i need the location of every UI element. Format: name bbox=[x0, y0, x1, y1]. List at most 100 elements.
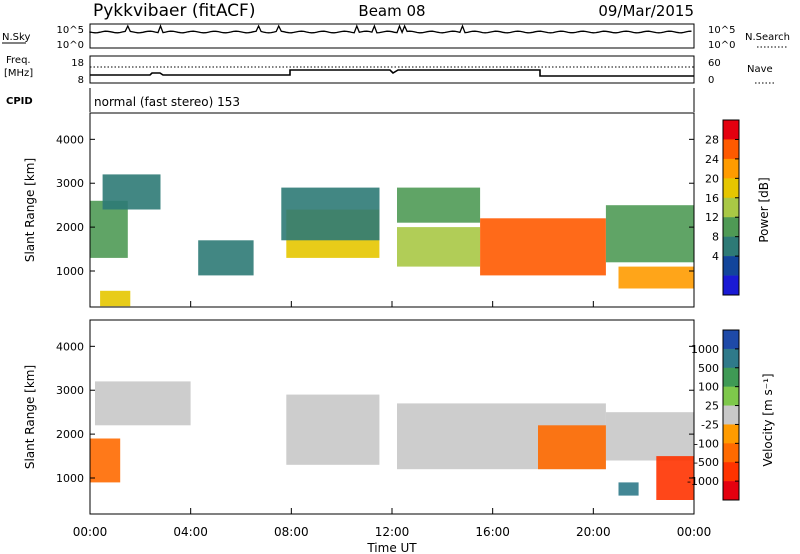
colorbar-tick-label: 20 bbox=[705, 172, 719, 185]
frequency-panel-frame bbox=[89, 55, 695, 84]
station-title: Pykkvibaer (fitACF) bbox=[93, 1, 255, 21]
colorbar-tick-label: -100 bbox=[694, 437, 719, 450]
time-x-axis: 00:00 04:00 08:00 12:00 16:00 20:00 00:00 bbox=[73, 301, 712, 539]
power-region-10 bbox=[618, 266, 694, 289]
colorbar-swatch bbox=[723, 330, 739, 350]
noise-search-label: N.Search bbox=[745, 32, 790, 43]
colorbar-tick-label: 24 bbox=[705, 153, 719, 166]
colorbar-tick-label: 25 bbox=[705, 400, 719, 413]
colorbar-tick-label: 100 bbox=[698, 381, 719, 394]
beam-title: Beam 08 bbox=[358, 2, 425, 20]
velocity-region-3 bbox=[605, 412, 694, 461]
colorbar-tick-label: 8 bbox=[712, 231, 719, 244]
cpid-label: CPID bbox=[6, 96, 33, 107]
colorbar-swatch bbox=[723, 197, 739, 218]
velocity-colorbar-label: Velocity [m s⁻¹] bbox=[761, 373, 775, 466]
nave-label: Nave bbox=[747, 64, 773, 75]
y-tick-label: 2000 bbox=[56, 221, 84, 234]
y-tick-label: 3000 bbox=[56, 177, 84, 190]
date-title: 09/Mar/2015 bbox=[598, 2, 694, 20]
colorbar-tick-label: 28 bbox=[705, 133, 719, 146]
colorbar-swatch bbox=[723, 405, 739, 425]
noise-panel: N.Sky 10^5 10^0 10^5 10^0 N.Search bbox=[2, 23, 790, 51]
colorbar-swatch bbox=[723, 275, 739, 296]
colorbar-swatch bbox=[723, 256, 739, 276]
y-tick-label: 3000 bbox=[56, 384, 84, 397]
noise-panel-frame bbox=[89, 23, 695, 49]
y-tick-label: 2000 bbox=[56, 428, 84, 441]
colorbar-swatch bbox=[723, 481, 739, 501]
colorbar-swatch bbox=[723, 424, 739, 444]
velocity-data bbox=[90, 381, 695, 500]
x-tick-label: 00:00 bbox=[677, 525, 712, 539]
colorbar-frame bbox=[722, 329, 740, 501]
colorbar-swatch bbox=[723, 367, 739, 387]
noise-left-tick-top: 10^5 bbox=[57, 25, 84, 36]
colorbar-swatch bbox=[723, 386, 739, 406]
power-region-6 bbox=[397, 227, 481, 267]
power-region-2 bbox=[100, 290, 131, 307]
cpid-panel: CPID normal (fast stereo) 153 bbox=[6, 88, 695, 112]
velocity-colorbar: 1000 500 100 25 -25 -100 -500 -1000 bbox=[687, 329, 740, 501]
power-panel-frame bbox=[89, 112, 695, 308]
power-region-9 bbox=[605, 205, 694, 263]
freq-tick-bottom: 8 bbox=[78, 75, 84, 86]
nave-tick-top: 60 bbox=[708, 58, 721, 69]
power-y-label: Slant Range [km] bbox=[23, 158, 37, 262]
x-tick-label: 12:00 bbox=[375, 525, 410, 539]
colorbar-swatch bbox=[723, 348, 739, 369]
colorbar-frame bbox=[722, 119, 740, 296]
colorbar-swatch bbox=[723, 443, 739, 463]
noise-right-tick-top: 10^5 bbox=[708, 25, 735, 36]
cpid-text: normal (fast stereo) 153 bbox=[94, 95, 240, 109]
velocity-region-1 bbox=[286, 394, 380, 465]
power-y-axis: 1000 2000 3000 4000 bbox=[56, 133, 694, 278]
x-axis-label: Time UT bbox=[366, 541, 417, 554]
colorbar-tick-label: -25 bbox=[701, 418, 719, 431]
x-tick-label: 00:00 bbox=[73, 525, 108, 539]
noise-sky-label: N.Sky bbox=[2, 32, 30, 43]
velocity-region-4 bbox=[90, 438, 121, 483]
velocity-y-axis: 1000 2000 3000 4000 bbox=[56, 340, 694, 485]
velocity-region-6 bbox=[618, 482, 639, 496]
power-region-0 bbox=[90, 200, 128, 258]
noise-sky-trace bbox=[89, 24, 692, 35]
x-tick-label: 04:00 bbox=[173, 525, 208, 539]
colorbar-tick-label: 16 bbox=[705, 192, 719, 205]
colorbar-tick-label: -1000 bbox=[687, 475, 719, 488]
colorbar-tick-label: 1000 bbox=[691, 343, 719, 356]
freq-label-1: Freq. bbox=[6, 55, 31, 66]
power-region-5 bbox=[281, 187, 380, 241]
nave-tick-bottom: 0 bbox=[708, 75, 714, 86]
velocity-region-7 bbox=[656, 456, 695, 500]
noise-left-tick-bottom: 10^0 bbox=[57, 40, 84, 51]
colorbar-swatch bbox=[723, 158, 739, 179]
colorbar-swatch bbox=[723, 178, 739, 199]
freq-label-2: [MHz] bbox=[4, 68, 33, 79]
power-region-3 bbox=[198, 240, 254, 276]
freq-tick-top: 18 bbox=[71, 58, 84, 69]
frequency-panel: Freq. [MHz] 18 8 60 0 Nave bbox=[4, 55, 775, 86]
y-tick-label: 1000 bbox=[56, 472, 84, 485]
velocity-region-0 bbox=[95, 381, 191, 426]
power-data bbox=[90, 174, 694, 307]
colorbar-swatch bbox=[723, 236, 739, 257]
power-region-1 bbox=[102, 174, 161, 210]
colorbar-tick-label: 500 bbox=[698, 362, 719, 375]
y-tick-label: 4000 bbox=[56, 133, 84, 146]
velocity-panel: 1000 2000 3000 4000 Slant Range [km] bbox=[23, 319, 695, 515]
x-tick-label: 08:00 bbox=[274, 525, 309, 539]
power-region-8 bbox=[480, 218, 606, 276]
velocity-region-5 bbox=[538, 425, 606, 470]
colorbar-swatch bbox=[723, 120, 739, 140]
colorbar-tick-label: -500 bbox=[694, 456, 719, 469]
colorbar-swatch bbox=[723, 139, 739, 160]
noise-right-tick-bottom: 10^0 bbox=[708, 40, 735, 51]
y-tick-label: 1000 bbox=[56, 265, 84, 278]
power-colorbar: 28 24 20 16 12 8 4 bbox=[705, 119, 740, 296]
power-panel: 1000 2000 3000 4000 Slant Range [km] bbox=[23, 112, 695, 308]
power-region-7 bbox=[397, 187, 481, 223]
velocity-y-label: Slant Range [km] bbox=[23, 365, 37, 469]
colorbar-tick-label: 12 bbox=[705, 211, 719, 224]
